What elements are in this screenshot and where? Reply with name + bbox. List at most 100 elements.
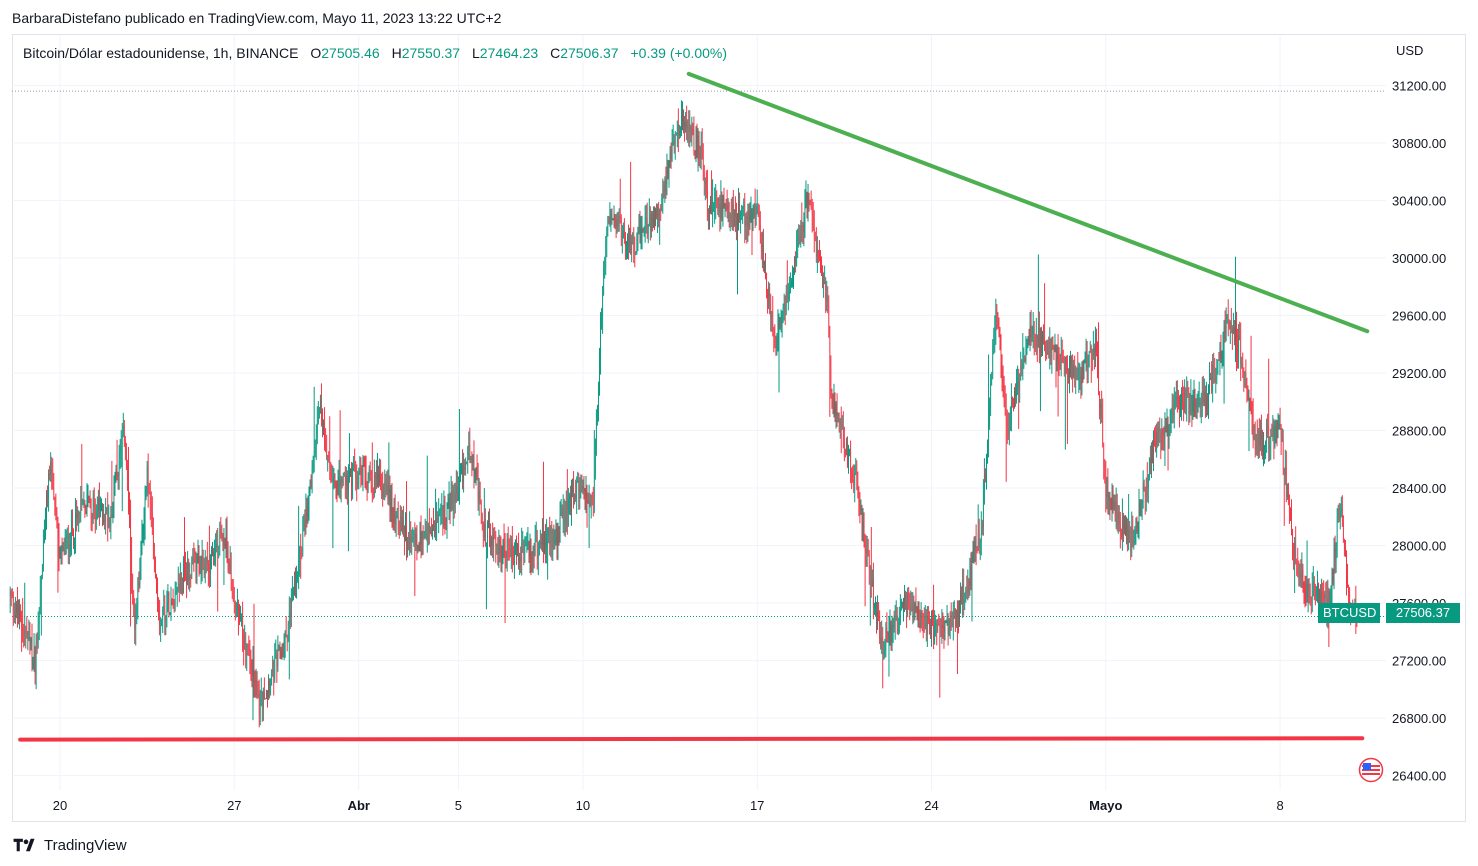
- candle-body: [165, 616, 167, 621]
- candle-body: [1040, 329, 1041, 351]
- candle-body: [1310, 597, 1312, 601]
- support-line[interactable]: [18, 736, 1365, 742]
- candle-body: [1225, 322, 1227, 342]
- candle-body: [1035, 335, 1037, 347]
- candle-body: [1334, 548, 1336, 561]
- candle-body: [326, 449, 327, 457]
- candle-body: [1020, 363, 1022, 381]
- candle-body: [219, 529, 221, 547]
- candle-body: [991, 377, 992, 382]
- candle-body: [906, 602, 907, 614]
- candle-body: [155, 563, 156, 579]
- candle-body: [324, 421, 325, 444]
- candle-body: [379, 474, 380, 484]
- candle-body: [878, 611, 879, 617]
- candle-body: [1041, 329, 1042, 353]
- candle-body: [31, 638, 33, 658]
- candle-body: [51, 462, 53, 474]
- candle-body: [783, 304, 785, 307]
- candle-body: [938, 623, 940, 625]
- symbol-legend[interactable]: Bitcoin/Dólar estadounidense, 1h, BINANC…: [23, 45, 727, 61]
- candle-body: [832, 406, 834, 414]
- candle-body: [969, 566, 971, 586]
- candle-body: [1338, 508, 1340, 520]
- candle-body: [384, 481, 386, 487]
- candle-body: [963, 583, 964, 604]
- candle-body: [964, 600, 966, 604]
- candle-body: [1089, 347, 1091, 352]
- candle-body: [692, 128, 694, 131]
- candle-body: [760, 223, 761, 243]
- candle-body: [654, 216, 655, 225]
- candle-body: [280, 657, 282, 659]
- candle-body: [1253, 436, 1255, 439]
- candle-body: [458, 491, 459, 501]
- candle-body: [98, 498, 99, 511]
- candle-body: [75, 511, 76, 540]
- candle-body: [754, 205, 756, 217]
- us-flag-icon[interactable]: [1358, 757, 1384, 783]
- candle-body: [769, 287, 770, 303]
- candle-body: [897, 623, 899, 633]
- candle-body: [872, 579, 873, 586]
- candle-body: [1234, 327, 1235, 341]
- candle-body: [814, 236, 816, 238]
- candle-body: [1118, 511, 1120, 524]
- candle-body: [271, 671, 272, 685]
- candle-body: [641, 229, 643, 233]
- candle-body: [825, 281, 826, 301]
- candle-body: [1136, 518, 1138, 532]
- candle-body: [817, 250, 818, 257]
- candle-body: [1018, 381, 1019, 390]
- candle-body: [450, 491, 452, 510]
- candle-body: [746, 216, 748, 227]
- candle-body: [1308, 583, 1310, 588]
- resistance-trendline[interactable]: [686, 71, 1370, 334]
- candle-body: [1343, 523, 1344, 540]
- candle-body: [1287, 485, 1288, 497]
- candle-body: [1244, 373, 1246, 376]
- candle-body: [797, 243, 798, 246]
- candle-body: [498, 539, 500, 554]
- candle-body: [152, 511, 153, 527]
- candle-body: [238, 602, 239, 620]
- candle-body: [489, 523, 490, 539]
- candle-body: [806, 194, 808, 208]
- price-tag-symbol: BTCUSD: [1318, 603, 1380, 623]
- candle-body: [509, 545, 511, 557]
- candle-body: [390, 498, 392, 514]
- candle-body: [160, 625, 161, 627]
- candle-body: [486, 544, 487, 546]
- candle-body: [1030, 326, 1032, 338]
- candle-body: [996, 310, 998, 316]
- candle-body: [1026, 346, 1028, 349]
- candle-body: [1051, 346, 1053, 360]
- x-tick-label: 10: [576, 798, 590, 813]
- candle-body: [231, 582, 233, 592]
- currency-label[interactable]: USD: [1396, 43, 1424, 58]
- candle-body: [1158, 427, 1160, 443]
- candle-body: [714, 202, 715, 210]
- candle-body: [1324, 593, 1326, 607]
- footer-brand[interactable]: TradingView: [12, 834, 127, 856]
- candle-body: [77, 514, 78, 518]
- candle-body: [1223, 326, 1225, 334]
- candle-body: [1266, 425, 1267, 442]
- candle-body: [564, 517, 566, 524]
- candle-body: [1109, 496, 1111, 504]
- candle-body: [282, 653, 284, 655]
- candle-body: [598, 391, 599, 407]
- candle-body: [103, 520, 104, 522]
- y-tick-label: 28400.00: [1392, 481, 1446, 496]
- candle-body: [1213, 364, 1215, 367]
- candle-body: [101, 503, 102, 509]
- candle-body: [1242, 363, 1244, 373]
- candle-body: [318, 415, 319, 423]
- candle-body: [517, 543, 518, 552]
- candle-body: [691, 128, 693, 139]
- candle-body: [383, 486, 385, 498]
- candle-body: [1280, 429, 1282, 439]
- candle-body: [143, 523, 145, 531]
- low-value: 27464.23: [479, 45, 539, 61]
